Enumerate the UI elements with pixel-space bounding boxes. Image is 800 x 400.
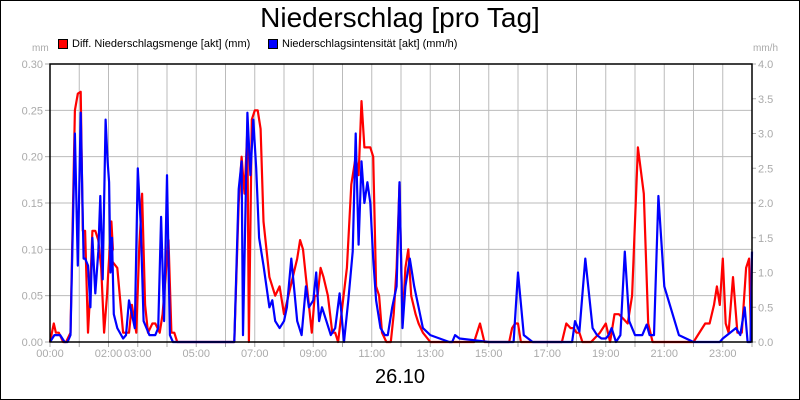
svg-text:09:00: 09:00 (299, 348, 327, 360)
svg-text:19:00: 19:00 (592, 348, 620, 360)
svg-text:00:00: 00:00 (36, 348, 64, 360)
legend-swatch-red (58, 39, 68, 49)
svg-text:0.00: 0.00 (22, 337, 43, 349)
series-precip-intensity-line (49, 111, 754, 344)
svg-text:1.5: 1.5 (758, 233, 773, 245)
svg-text:17:00: 17:00 (533, 348, 561, 360)
svg-text:05:00: 05:00 (182, 348, 210, 360)
svg-text:0.15: 0.15 (22, 198, 43, 210)
legend-item-precip-amount: Diff. Niederschlagsmenge [akt] (mm) (58, 38, 250, 50)
svg-text:15:00: 15:00 (475, 348, 503, 360)
svg-text:11:00: 11:00 (358, 348, 385, 360)
svg-text:0.0: 0.0 (758, 337, 773, 349)
svg-text:07:00: 07:00 (241, 348, 269, 360)
chart-title: Niederschlag [pro Tag] (260, 2, 540, 33)
svg-text:0.10: 0.10 (22, 244, 43, 256)
svg-text:2.5: 2.5 (758, 163, 773, 175)
svg-text:3.0: 3.0 (758, 129, 773, 141)
svg-text:03:00: 03:00 (124, 348, 152, 360)
plot-border (49, 63, 753, 343)
x-axis-ticks: 00:00 02:00 03:00 05:00 07:00 09:00 11:00 13:00… (36, 342, 753, 360)
svg-text:13:00: 13:00 (416, 348, 444, 360)
right-axis-ticks: 0.0 0.5 1.0 1.5 2.0 2.5 3.0 3.5 4.0 (752, 59, 773, 349)
svg-text:0.20: 0.20 (22, 152, 43, 164)
svg-text:3.5: 3.5 (758, 94, 773, 106)
svg-text:2.0: 2.0 (758, 198, 773, 210)
right-axis-unit: mm/h (753, 43, 778, 54)
svg-text:0.5: 0.5 (758, 302, 773, 314)
svg-text:02:00: 02:00 (95, 348, 123, 360)
svg-text:21:00: 21:00 (650, 348, 678, 360)
svg-text:4.0: 4.0 (758, 59, 773, 71)
svg-text:0.05: 0.05 (22, 291, 43, 303)
legend-label: Diff. Niederschlagsmenge [akt] (mm) (72, 38, 251, 50)
legend-swatch-blue (268, 39, 278, 49)
svg-text:0.25: 0.25 (22, 105, 43, 117)
svg-text:1.0: 1.0 (758, 268, 773, 280)
left-axis-ticks: 0.00 0.05 0.10 0.15 0.20 0.25 0.30 (22, 59, 50, 349)
date-label: 26.10 (374, 366, 426, 388)
svg-text:0.30: 0.30 (22, 59, 43, 71)
legend-label: Niederschlagsintensität [akt] (mm/h) (282, 38, 458, 50)
left-axis-unit: mm (32, 43, 49, 54)
legend-item-precip-intensity: Niederschlagsintensität [akt] (mm/h) (268, 38, 457, 50)
svg-text:23:00: 23:00 (709, 348, 737, 360)
